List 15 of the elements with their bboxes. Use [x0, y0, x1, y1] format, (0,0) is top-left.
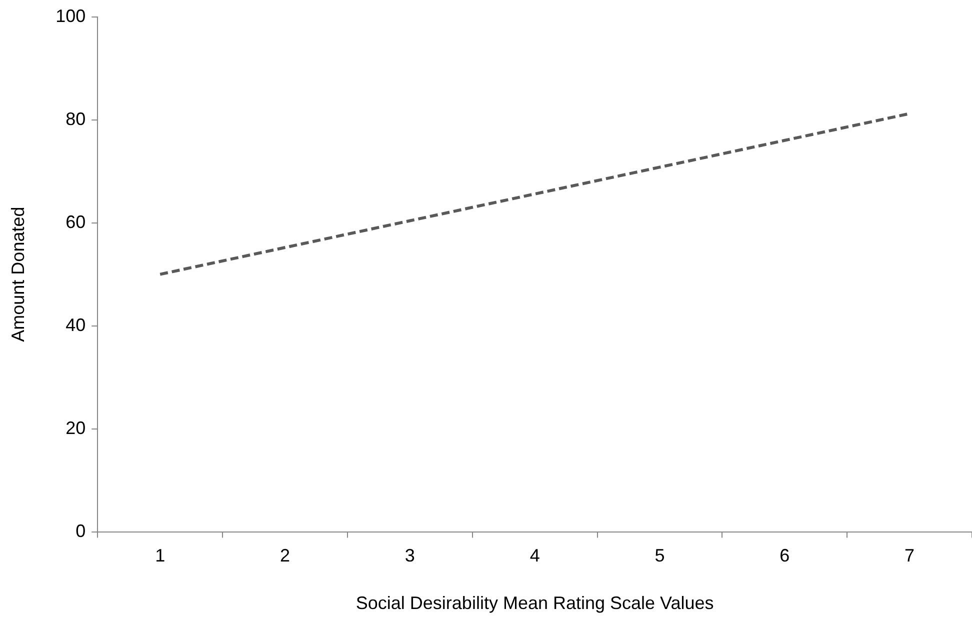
- x-tick-label: 5: [654, 546, 665, 566]
- y-tick-label: 100: [56, 6, 86, 26]
- x-tick-label: 1: [155, 546, 166, 566]
- x-tick-label: 7: [904, 546, 915, 566]
- x-tick-label: 3: [404, 546, 415, 566]
- y-tick-label: 40: [66, 314, 86, 335]
- x-tick-label: 4: [530, 546, 540, 566]
- y-tick-label: 60: [66, 212, 86, 232]
- y-tick-label: 0: [76, 520, 86, 541]
- y-tick-label: 20: [66, 418, 86, 438]
- x-tick-label: 6: [780, 546, 790, 566]
- y-axis-title: Amount Donated: [8, 206, 28, 342]
- y-tick-label: 80: [66, 108, 86, 129]
- x-tick-label: 2: [280, 546, 290, 566]
- x-axis-title: Social Desirability Mean Rating Scale Values: [356, 593, 714, 614]
